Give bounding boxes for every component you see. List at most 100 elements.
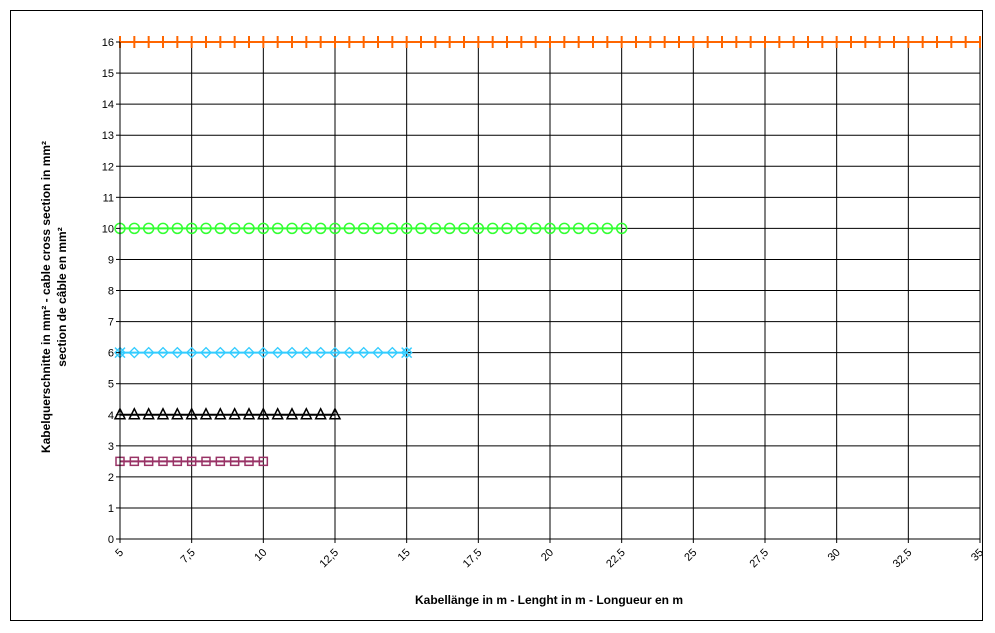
marker-circle	[128, 222, 141, 235]
marker-circle	[529, 222, 542, 235]
x-axis-title: Kabellänge in m - Lenght in m - Longueur…	[415, 593, 683, 607]
marker-circle	[443, 222, 456, 235]
marker-circle	[257, 222, 270, 235]
marker-triangle	[142, 407, 155, 420]
marker-circle	[314, 222, 327, 235]
marker-circle	[515, 222, 528, 235]
y-tick-label: 15	[102, 68, 114, 80]
marker-circle	[185, 222, 198, 235]
marker-circle	[572, 222, 585, 235]
marker-triangle	[199, 407, 213, 420]
y-tick-label: 13	[102, 130, 114, 142]
marker-triangle	[214, 407, 227, 420]
marker-circle	[171, 222, 184, 235]
marker-diamond	[243, 346, 255, 359]
marker-circle	[558, 222, 571, 235]
axes	[116, 41, 981, 543]
marker-diamond	[343, 346, 356, 359]
marker-circle	[587, 222, 599, 235]
y-tick-label: 5	[108, 379, 114, 391]
marker-triangle	[271, 407, 284, 420]
marker-diamond	[128, 346, 141, 359]
y-axis-title-line-1: Kabelquerschnitte in mm² - cable cross s…	[39, 141, 53, 453]
marker-diamond	[142, 346, 155, 359]
marker-triangle	[314, 407, 327, 420]
marker-diamond	[214, 346, 227, 359]
marker-triangle	[171, 407, 184, 420]
marker-circle	[286, 222, 298, 235]
marker-circle	[142, 222, 155, 235]
marker-triangle	[185, 407, 198, 420]
marker-diamond	[228, 346, 241, 359]
marker-circle	[157, 222, 169, 235]
x-tick-label: 22,5	[604, 547, 628, 571]
marker-circle	[200, 222, 212, 235]
marker-circle	[300, 222, 313, 235]
series-1	[113, 407, 342, 420]
marker-triangle	[257, 407, 270, 420]
marker-diamond	[271, 346, 284, 359]
marker-triangle	[328, 407, 342, 420]
marker-triangle	[300, 407, 313, 420]
marker-triangle	[242, 407, 256, 420]
y-tick-label: 8	[108, 286, 114, 298]
marker-circle	[486, 222, 499, 235]
marker-circle	[214, 222, 227, 235]
y-axis-title-line-2: section de câble en mm²	[55, 227, 69, 366]
y-tick-label: 9	[108, 254, 114, 266]
marker-diamond	[171, 346, 184, 359]
y-tick-label: 3	[108, 441, 114, 453]
x-tick-label: 10	[252, 547, 269, 564]
x-tick-label: 20	[539, 547, 556, 564]
marker-circle	[429, 222, 442, 235]
x-tick-label: 30	[826, 547, 843, 564]
marker-triangle	[228, 407, 241, 420]
series-group	[113, 36, 981, 467]
marker-circle	[228, 222, 241, 235]
series-4	[119, 36, 981, 48]
x-tick-labels: 5 7,5 10 12,5 15 17,5 20 22,5 25 27,5 30 32,5 35	[113, 547, 986, 571]
marker-diamond	[314, 346, 327, 359]
marker-square	[143, 456, 154, 467]
x-tick-label: 15	[396, 547, 413, 564]
marker-circle	[243, 222, 255, 235]
series-3	[114, 222, 628, 235]
marker-diamond	[386, 346, 399, 359]
marker-triangle	[285, 407, 299, 420]
marker-x	[401, 347, 413, 359]
marker-circle	[386, 222, 399, 235]
marker-square	[172, 456, 183, 467]
x-tick-label: 7,5	[178, 547, 197, 566]
marker-triangle	[128, 407, 141, 420]
marker-diamond	[185, 346, 198, 359]
x-tick-label: 25	[682, 547, 699, 564]
marker-circle	[601, 222, 614, 235]
marker-square	[244, 456, 254, 467]
x-tick-label: 12,5	[317, 547, 341, 571]
marker-diamond	[400, 346, 413, 359]
marker-diamond	[286, 346, 298, 359]
x-tick-label: 32,5	[891, 547, 915, 571]
y-tick-label: 7	[108, 317, 114, 329]
marker-circle	[415, 222, 427, 235]
marker-circle	[458, 222, 470, 235]
marker-circle	[472, 222, 485, 235]
y-tick-label: 10	[102, 223, 114, 235]
marker-diamond	[300, 346, 313, 359]
marker-circle	[372, 222, 384, 235]
marker-circle	[615, 222, 628, 235]
y-tick-label: 0	[108, 534, 114, 546]
y-tick-label: 1	[108, 503, 114, 515]
x-tick-label: 5	[113, 547, 126, 560]
y-tick-label: 14	[102, 99, 114, 111]
marker-square	[158, 456, 168, 467]
marker-triangle	[156, 407, 170, 420]
marker-diamond	[357, 346, 370, 359]
marker-diamond	[200, 346, 212, 359]
marker-diamond	[157, 346, 169, 359]
marker-circle	[271, 222, 284, 235]
marker-square	[258, 456, 269, 467]
marker-diamond	[257, 346, 270, 359]
marker-circle	[501, 222, 513, 235]
